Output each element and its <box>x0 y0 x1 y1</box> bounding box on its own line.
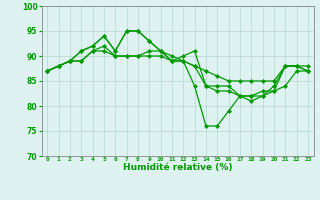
X-axis label: Humidité relative (%): Humidité relative (%) <box>123 163 232 172</box>
